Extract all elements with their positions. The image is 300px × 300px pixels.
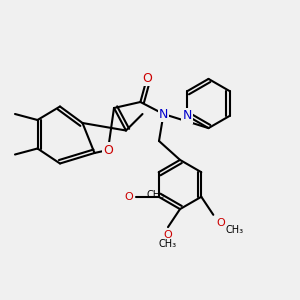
Text: CH₃: CH₃ (147, 190, 165, 200)
Text: O: O (124, 192, 133, 202)
Text: N: N (159, 107, 168, 121)
Text: CH₃: CH₃ (225, 225, 243, 235)
Text: N: N (182, 109, 192, 122)
Text: O: O (216, 218, 225, 228)
Text: O: O (103, 143, 113, 157)
Text: O: O (164, 230, 172, 240)
Text: O: O (142, 71, 152, 85)
Text: CH₃: CH₃ (159, 239, 177, 249)
